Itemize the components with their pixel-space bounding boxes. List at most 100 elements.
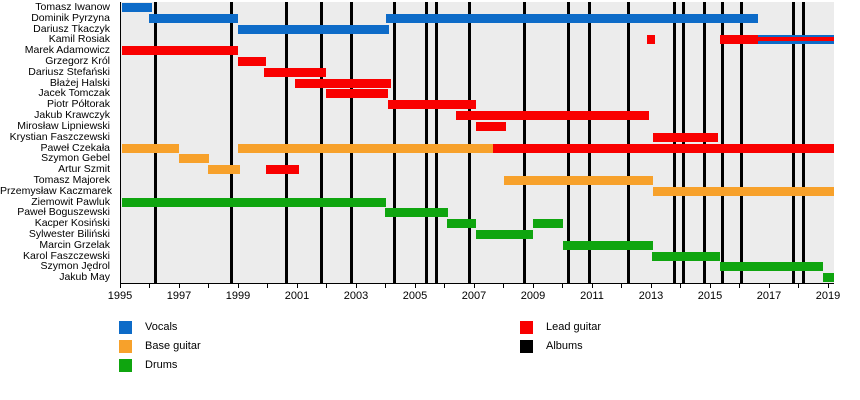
x-axis-label: 2003 bbox=[343, 290, 369, 302]
x-axis-label: 2017 bbox=[756, 290, 782, 302]
member-name: Jacek Tomczak bbox=[38, 87, 110, 100]
member-name: Błażej Halski bbox=[49, 76, 110, 89]
x-axis-tick bbox=[326, 283, 328, 288]
timeline-bar-overlay-lead bbox=[758, 37, 834, 42]
x-axis-tick bbox=[296, 283, 298, 288]
timeline-bar-drums bbox=[563, 240, 654, 250]
album-line bbox=[681, 2, 685, 283]
album-line bbox=[350, 2, 354, 283]
x-axis-label: 2005 bbox=[402, 290, 428, 302]
album-line bbox=[627, 2, 631, 283]
album-line bbox=[153, 2, 157, 283]
x-axis-tick bbox=[178, 283, 180, 288]
album-line bbox=[740, 2, 744, 283]
legend: Vocals Base guitar Drums Lead guitar Albums bbox=[0, 315, 860, 385]
album-line bbox=[673, 2, 677, 283]
member-name: Grzegorz Król bbox=[45, 55, 110, 68]
x-axis-label: 2019 bbox=[815, 290, 841, 302]
member-name: Szymon Gebel bbox=[41, 152, 110, 165]
timeline-bar-drums bbox=[476, 229, 533, 239]
timeline-bar-vocals bbox=[122, 3, 152, 12]
member-name: Mirosław Lipniewski bbox=[17, 119, 110, 132]
timeline-bar-vocals bbox=[237, 24, 390, 34]
x-axis-tick bbox=[208, 283, 210, 288]
member-name-column: Tomasz Iwanow Dominik Pyrzyna Dariusz Tkac… bbox=[0, 2, 114, 283]
legend-swatch-lead bbox=[520, 321, 533, 334]
x-axis-tick bbox=[768, 283, 770, 288]
x-axis-label: 2007 bbox=[461, 290, 487, 302]
timeline-bar-lead bbox=[326, 89, 388, 99]
member-name: Ziemowit Pawluk bbox=[31, 195, 110, 208]
x-axis-label: 2015 bbox=[697, 290, 723, 302]
x-axis-tick bbox=[562, 283, 564, 288]
legend-swatch-drums bbox=[119, 359, 132, 372]
timeline-bar-drums bbox=[385, 208, 449, 218]
timeline-bar-vocals bbox=[149, 13, 238, 23]
member-name: Szymon Jędrol bbox=[40, 260, 110, 273]
album-line bbox=[230, 2, 234, 283]
timeline-bar-lead bbox=[122, 46, 238, 56]
legend-swatch-albums bbox=[520, 340, 533, 353]
legend-label: Base guitar bbox=[145, 340, 201, 352]
member-name: Kamil Rosiak bbox=[48, 33, 110, 46]
timeline-bar-bass bbox=[504, 175, 654, 185]
x-axis-tick bbox=[267, 283, 269, 288]
x-axis-label: 1997 bbox=[166, 290, 192, 302]
album-line bbox=[392, 2, 396, 283]
member-name: Sylwester Biliński bbox=[28, 227, 110, 240]
member-name: Jakub May bbox=[59, 271, 110, 284]
album-line bbox=[435, 2, 439, 283]
x-axis-tick bbox=[355, 283, 357, 288]
timeline-bar-vocals bbox=[386, 13, 759, 23]
x-axis-tick bbox=[414, 283, 416, 288]
x-axis-tick bbox=[149, 283, 151, 288]
album-line bbox=[702, 2, 706, 283]
album-line bbox=[425, 2, 429, 283]
album-line bbox=[320, 2, 323, 283]
timeline-bar-lead bbox=[265, 165, 300, 175]
x-axis-tick bbox=[709, 283, 711, 288]
member-name: Paweł Boguszewski bbox=[17, 206, 110, 219]
timeline-bar-drums bbox=[719, 262, 824, 272]
timeline-bar-vocals+lead bbox=[758, 35, 834, 45]
x-axis-label: 2001 bbox=[284, 290, 310, 302]
plot-area bbox=[120, 2, 834, 284]
x-axis-tick bbox=[650, 283, 652, 288]
x-axis-tick bbox=[473, 283, 475, 288]
timeline-bar-lead bbox=[653, 132, 719, 142]
member-name: Tomasz Majorek bbox=[33, 173, 110, 186]
legend-label: Drums bbox=[145, 359, 178, 371]
x-axis-tick bbox=[532, 283, 534, 288]
x-axis-label: 1995 bbox=[107, 290, 133, 302]
x-axis-tick bbox=[739, 283, 741, 288]
timeline-bar-drums bbox=[532, 219, 564, 229]
album-line bbox=[285, 2, 289, 283]
member-name: Kacper Kosiński bbox=[34, 217, 110, 230]
legend-label: Vocals bbox=[145, 321, 178, 333]
timeline-bar-bass bbox=[237, 143, 493, 153]
x-axis-tick bbox=[444, 283, 446, 288]
timeline-bar-drums bbox=[651, 251, 720, 261]
timeline-bar-lead bbox=[455, 111, 650, 121]
timeline-bar-bass bbox=[178, 154, 210, 164]
timeline-bar-lead bbox=[237, 57, 266, 67]
timeline-bar-bass bbox=[208, 165, 241, 175]
album-line bbox=[522, 2, 526, 283]
timeline-bar-bass bbox=[653, 186, 834, 196]
member-name: Tomasz Iwanow bbox=[35, 1, 110, 13]
timeline-bar-lead bbox=[476, 121, 506, 131]
member-name: Marek Adamowicz bbox=[24, 44, 110, 57]
x-axis-label: 2011 bbox=[580, 290, 604, 302]
timeline-bar-bass bbox=[122, 143, 179, 153]
legend-label: Albums bbox=[546, 340, 583, 352]
album-line bbox=[791, 2, 795, 283]
member-name: Przemysław Kaczmarek bbox=[0, 184, 113, 197]
album-line bbox=[720, 2, 724, 283]
x-axis-tick bbox=[237, 283, 239, 288]
x-axis-tick bbox=[827, 283, 829, 288]
member-name: Dominik Pyrzyna bbox=[31, 11, 110, 24]
legend-swatch-vocals bbox=[119, 321, 132, 334]
member-name: Artur Szmit bbox=[58, 163, 110, 176]
member-name: Piotr Półtorak bbox=[46, 98, 110, 111]
